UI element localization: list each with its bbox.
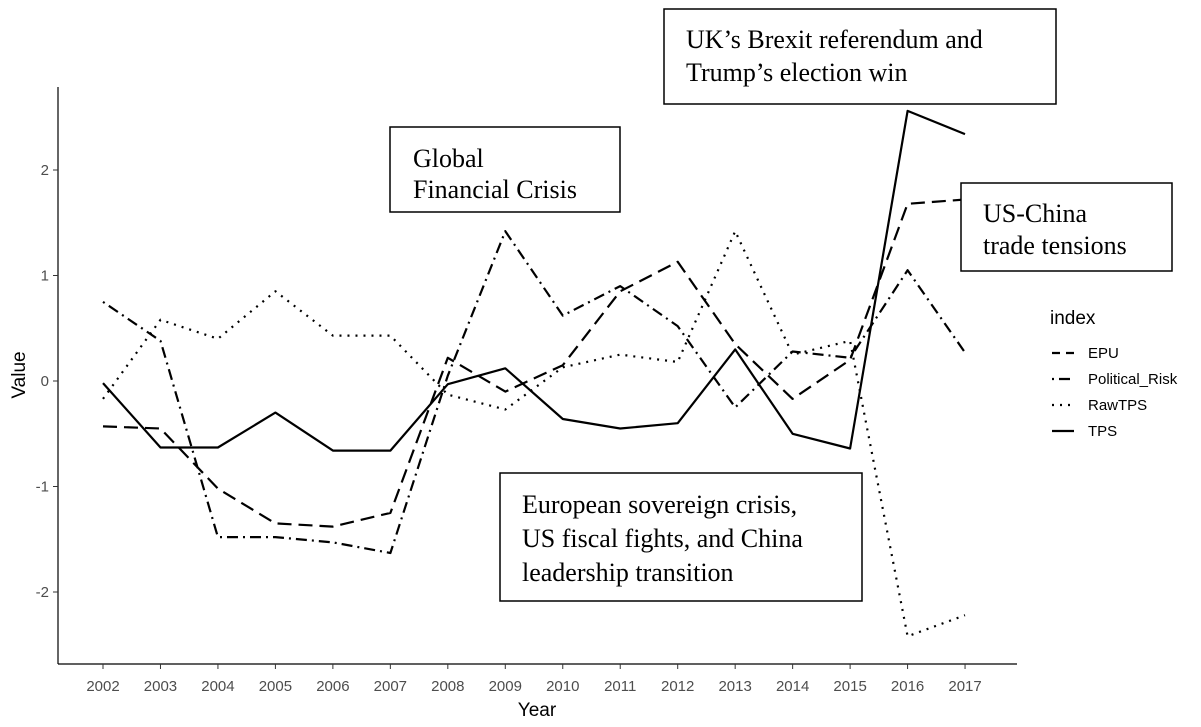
x-axis-title: Year: [518, 700, 557, 721]
x-tick-label: 2015: [833, 678, 866, 695]
annotation-text: UK’s Brexit referendum and: [686, 25, 983, 54]
legend-title: index: [1050, 308, 1096, 329]
y-tick-label: -2: [36, 584, 49, 601]
y-axis-title: Value: [9, 351, 30, 398]
series-line-political-risk: [102, 230, 966, 555]
legend: index EPU Political_Risk RawTPS TPS: [1050, 308, 1178, 440]
annotation-text: European sovereign crisis,: [522, 490, 797, 519]
legend-label: Political_Risk: [1088, 371, 1178, 388]
y-tick-label: -1: [36, 479, 49, 496]
y-tick-label: 0: [41, 373, 49, 390]
annotation-text: US-China: [983, 199, 1087, 228]
annotation-uschina: US-China trade tensions: [960, 182, 1173, 272]
annotation-text: trade tensions: [983, 231, 1127, 260]
x-tick-label: 2013: [718, 678, 751, 695]
x-tick-label: 2004: [201, 678, 234, 695]
x-tick-label: 2017: [948, 678, 981, 695]
y-ticks: -2 -1 0 1 2: [36, 162, 58, 601]
annotation-box: [960, 182, 1173, 272]
x-tick-label: 2012: [661, 678, 694, 695]
annotation-text: Global: [413, 144, 484, 173]
legend-label: TPS: [1088, 423, 1117, 440]
annotation-box: [663, 8, 1057, 105]
x-tick-label: 2016: [891, 678, 924, 695]
annotation-text: Trump’s election win: [686, 58, 907, 87]
annotation-brexit: UK’s Brexit referendum and Trump’s electi…: [663, 8, 1057, 105]
x-tick-label: 2005: [259, 678, 292, 695]
annotation-text: US fiscal fights, and China: [522, 524, 803, 553]
x-tick-label: 2009: [489, 678, 522, 695]
series-lines: [102, 109, 966, 638]
annotation-text: leadership transition: [522, 558, 734, 587]
x-ticks: 2002 2003 2004 2005 2006 2007 2008 2009 2010 2011…: [86, 664, 982, 695]
x-tick-label: 2008: [431, 678, 464, 695]
x-tick-label: 2007: [374, 678, 407, 695]
x-tick-label: 2014: [776, 678, 809, 695]
x-tick-label: 2003: [144, 678, 177, 695]
series-line-tps: [102, 109, 966, 452]
y-tick-label: 2: [41, 162, 49, 179]
annotation-text: Financial Crisis: [413, 175, 577, 204]
x-tick-label: 2011: [604, 678, 636, 695]
series-line-rawtps: [102, 230, 966, 638]
legend-label: RawTPS: [1088, 397, 1147, 414]
series-line-epu: [102, 198, 966, 528]
annotation-box: [499, 472, 863, 602]
x-tick-label: 2002: [86, 678, 119, 695]
x-tick-label: 2006: [316, 678, 349, 695]
annotation-box: [389, 126, 621, 213]
x-tick-label: 2010: [546, 678, 579, 695]
legend-label: EPU: [1088, 345, 1119, 362]
y-tick-label: 1: [41, 268, 49, 285]
annotation-euro: European sovereign crisis, US fiscal figh…: [499, 472, 863, 602]
